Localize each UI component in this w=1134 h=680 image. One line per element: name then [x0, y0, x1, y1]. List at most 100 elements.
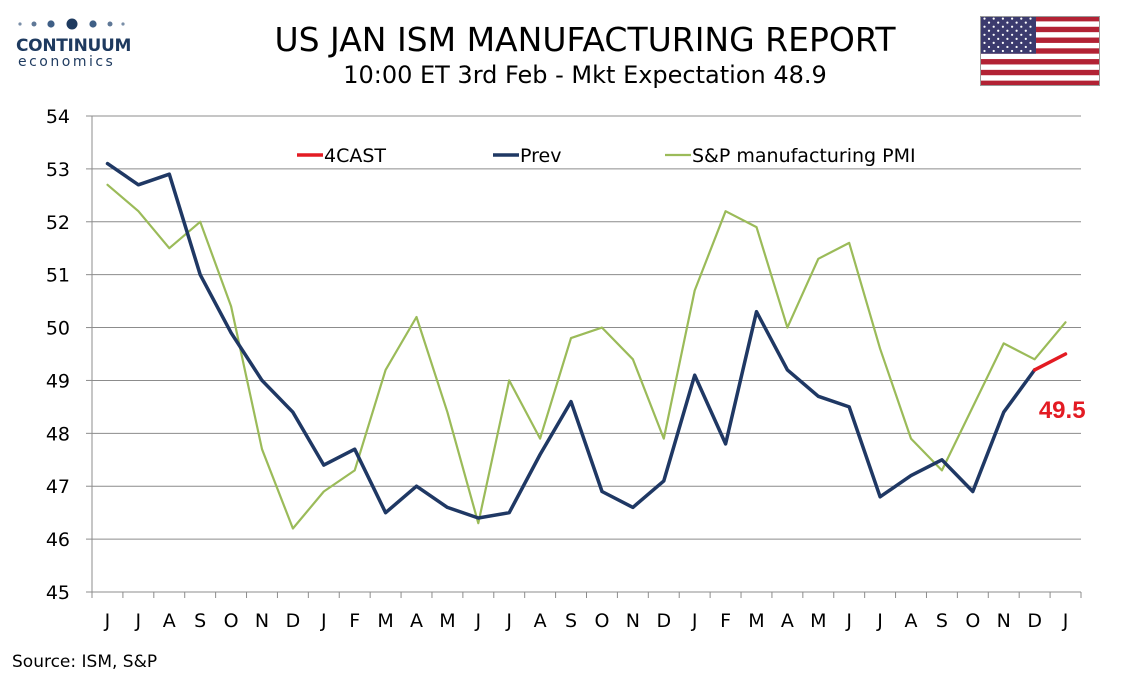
x-tick-label: N	[997, 610, 1011, 632]
flag-star	[1001, 49, 1004, 53]
flag-star	[987, 29, 991, 32]
flag-star	[1011, 17, 1014, 20]
series-lines	[105, 161, 1068, 530]
flag-star	[983, 49, 986, 53]
flag-stripe	[980, 48, 1100, 54]
x-tick-label: O	[224, 610, 239, 632]
series-line-4cast	[1032, 352, 1068, 372]
source-note: Source: ISM, S&P	[12, 652, 158, 672]
x-tick-label: A	[163, 610, 176, 632]
flag-star	[1029, 25, 1032, 28]
y-tick-label: 51	[46, 265, 70, 287]
flag-star	[983, 33, 986, 36]
x-tick-label: A	[781, 610, 794, 632]
x-tick-label: F	[349, 610, 360, 632]
flag-stripe	[980, 80, 1100, 86]
flag-star	[1020, 33, 1023, 36]
series-line-prev	[105, 161, 1037, 520]
x-tick-label: J	[475, 610, 482, 632]
flag-star	[992, 25, 995, 28]
y-tick-label: 50	[46, 318, 70, 340]
x-tick-label: M	[439, 610, 455, 632]
flag-star	[1020, 17, 1023, 20]
flag-star	[1024, 37, 1027, 40]
flag-star	[1015, 29, 1018, 32]
x-tick-label: S	[565, 610, 577, 632]
flag-star	[997, 29, 1000, 32]
flag-star	[1001, 41, 1004, 44]
x-tick-label: A	[534, 610, 547, 632]
flag-star	[1001, 33, 1004, 36]
legend-label: Prev	[520, 145, 561, 167]
forecast-data-label: 49.5	[1039, 397, 1086, 424]
flag-star	[1015, 45, 1018, 49]
flag-star	[1020, 49, 1023, 53]
x-tick-label: J	[691, 610, 698, 632]
x-tick-label: M	[377, 610, 393, 632]
flag-star	[997, 45, 1000, 49]
x-tick-label: N	[626, 610, 640, 632]
legend: 4CAST Prev S&P manufacturing PMI	[297, 145, 916, 167]
flag-star	[992, 49, 995, 53]
flag-star	[1020, 41, 1023, 44]
flag-star	[987, 21, 991, 24]
flag-star	[997, 21, 1000, 24]
x-tick-label: A	[410, 610, 423, 632]
flag-stripe	[980, 59, 1100, 65]
flag-star	[983, 25, 986, 28]
flag-star	[1024, 45, 1027, 49]
y-tick-label: 46	[46, 529, 70, 551]
x-tick-label: F	[720, 610, 731, 632]
x-tick-label: O	[594, 610, 609, 632]
x-tick-label: J	[505, 610, 512, 632]
flag-star	[1001, 25, 1004, 28]
flag-star	[1011, 33, 1014, 36]
legend-label: 4CAST	[324, 145, 386, 167]
y-tick-label: 47	[46, 476, 70, 498]
flag-star	[1011, 25, 1014, 28]
flag-star	[1020, 25, 1023, 28]
us-flag-icon	[980, 16, 1100, 86]
flag-star	[1029, 49, 1032, 53]
flag-star	[1029, 17, 1032, 20]
flag-star	[987, 45, 991, 49]
grid-lines	[92, 115, 1081, 540]
y-tick-label: 45	[46, 582, 70, 604]
flag-stripe	[980, 26, 1100, 33]
annotations: 49.5	[1039, 397, 1086, 424]
chart-subtitle: 10:00 ET 3rd Feb - Mkt Expectation 48.9	[343, 61, 827, 89]
x-tick-label: S	[194, 610, 206, 632]
series-line-s-p-manufacturing-pmi	[106, 183, 1067, 530]
x-tick-label: J	[1062, 610, 1069, 632]
x-tick-label: O	[965, 610, 980, 632]
x-tick-label: D	[656, 610, 671, 632]
flag-star	[1006, 45, 1009, 49]
flag-star	[992, 41, 995, 44]
flag-star	[983, 17, 986, 20]
flag-stripe	[980, 37, 1100, 43]
x-tick-label: J	[320, 610, 327, 632]
flag-star	[997, 37, 1000, 40]
flag-star	[992, 33, 995, 36]
x-tick-label: A	[905, 610, 918, 632]
flag-star	[1006, 37, 1009, 40]
flag-star	[1015, 21, 1018, 24]
logo-subtitle: economics	[18, 54, 116, 70]
x-tick-label: J	[135, 610, 142, 632]
flag-star	[983, 41, 986, 44]
flag-star	[1024, 29, 1027, 32]
x-tick-label: M	[748, 610, 764, 632]
logo-dots-icon	[18, 18, 125, 30]
flag-star	[1001, 17, 1004, 20]
x-tick-label: D	[1027, 610, 1042, 632]
flag-star	[1011, 49, 1014, 53]
x-tick-label: D	[286, 610, 301, 632]
y-tick-label: 52	[46, 212, 70, 234]
flag-star	[1006, 29, 1009, 32]
flag-star	[987, 37, 991, 40]
flag-star	[1015, 37, 1018, 40]
flag-star	[1006, 21, 1009, 24]
x-tick-label: J	[104, 610, 111, 632]
flag-star	[1029, 33, 1032, 36]
